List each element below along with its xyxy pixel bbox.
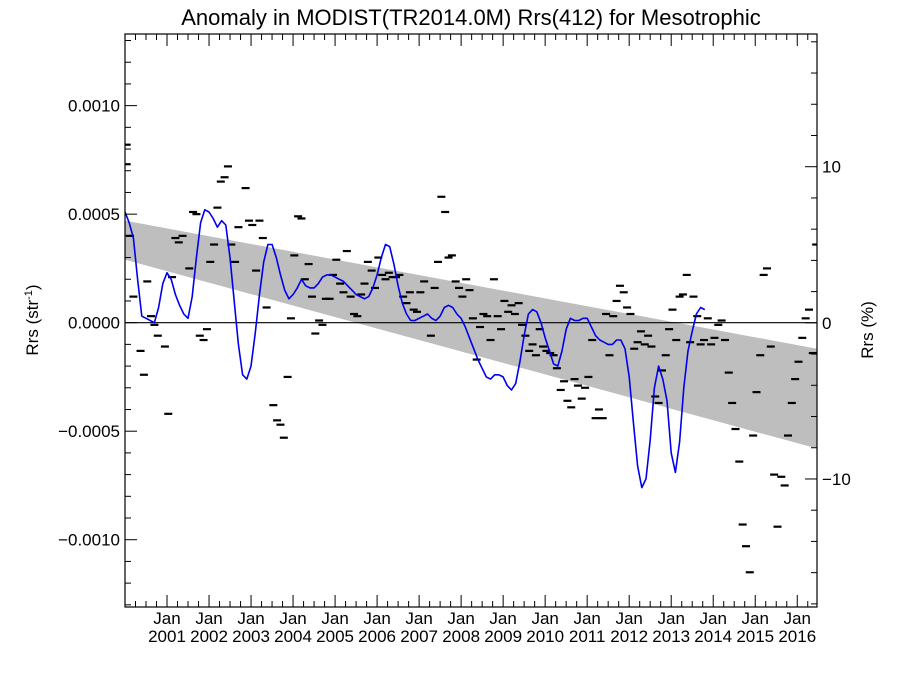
x-tick-label-year: 2015 — [736, 627, 774, 646]
plot-frame — [124, 33, 818, 608]
x-tick-label-year: 2008 — [442, 627, 480, 646]
y-right-tick-label: 10 — [822, 158, 841, 177]
x-tick-label-year: 2003 — [232, 627, 270, 646]
y-axis-right-label: Rrs (%) — [858, 301, 877, 359]
axes: 0.0010 0.0005 0.0000 −0.0005 −0.0010 10 0 −10 Ja… — [58, 33, 851, 646]
x-tick-label-month: Jan — [657, 609, 684, 628]
x-tick-label-month: Jan — [447, 609, 474, 628]
x-tick-label-year: 2006 — [358, 627, 396, 646]
x-tick-label-year: 2013 — [652, 627, 690, 646]
x-tick-label-month: Jan — [153, 609, 180, 628]
x-tick-label-month: Jan — [321, 609, 348, 628]
x-tick-label-year: 2001 — [148, 627, 186, 646]
y-right-tick-label: −10 — [822, 470, 851, 489]
y-left-tick-label: −0.0005 — [58, 422, 120, 441]
plot-area — [125, 143, 817, 574]
y-left-tick-label: 0.0005 — [68, 205, 120, 224]
x-tick-label-month: Jan — [700, 609, 727, 628]
x-tick-label-year: 2016 — [778, 627, 816, 646]
x-tick-label-month: Jan — [573, 609, 600, 628]
x-tick-label-month: Jan — [363, 609, 390, 628]
x-tick-label-year: 2002 — [190, 627, 228, 646]
x-tick-label-month: Jan — [531, 609, 558, 628]
smoothed-line — [125, 209, 706, 489]
x-tick-label-year: 2005 — [316, 627, 354, 646]
trend-band — [125, 220, 817, 449]
x-tick-label-year: 2004 — [274, 627, 312, 646]
x-tick-label-year: 2011 — [569, 627, 606, 646]
x-tick-label-year: 2012 — [610, 627, 648, 646]
y-left-tick-label: −0.0010 — [58, 531, 120, 550]
x-tick-label-year: 2010 — [526, 627, 564, 646]
x-tick-label-year: 2009 — [484, 627, 522, 646]
y-left-tick-label: 0.0010 — [68, 97, 120, 116]
x-tick-label-year: 2014 — [694, 627, 732, 646]
chart-title: Anomaly in MODIST(TR2014.0M) Rrs(412) fo… — [181, 5, 761, 30]
data-points — [125, 143, 817, 574]
y-axis-left-label-main: Rrs (str — [23, 300, 42, 356]
y-right-tick-label: 0 — [822, 314, 831, 333]
x-tick-label-month: Jan — [237, 609, 264, 628]
x-tick-label-month: Jan — [195, 609, 222, 628]
y-axis-left-label-sup: -1 — [23, 290, 35, 300]
plot-inner — [125, 143, 817, 574]
y-left-tick-label: 0.0000 — [68, 314, 120, 333]
x-tick-label-month: Jan — [742, 609, 769, 628]
x-tick-label-month: Jan — [615, 609, 642, 628]
x-tick-label-month: Jan — [279, 609, 306, 628]
x-tick-label-month: Jan — [405, 609, 432, 628]
y-axis-left-label-end: ) — [23, 284, 42, 290]
x-tick-label-year: 2007 — [400, 627, 438, 646]
y-axis-left-label: Rrs (str-1) — [23, 284, 42, 355]
x-tick-label-month: Jan — [784, 609, 811, 628]
x-tick-label-month: Jan — [489, 609, 516, 628]
